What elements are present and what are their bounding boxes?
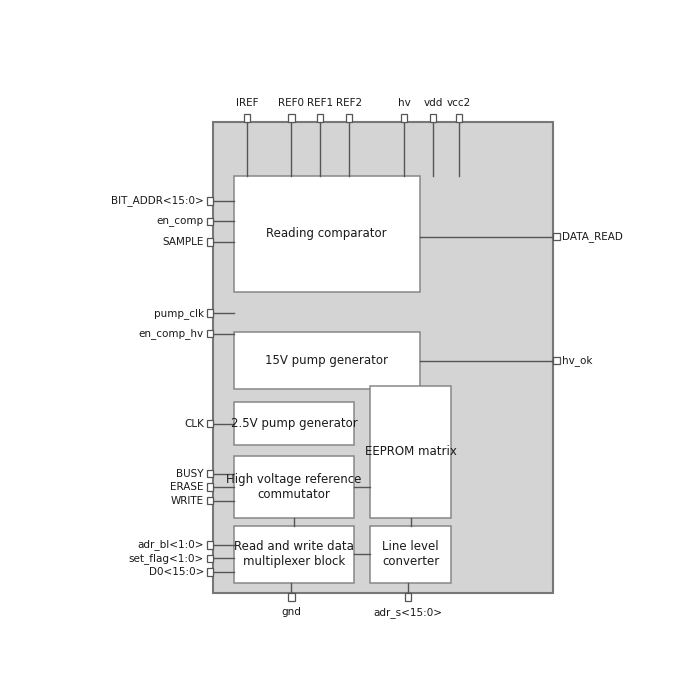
Text: SAMPLE: SAMPLE bbox=[162, 237, 204, 247]
Bar bbox=[207, 420, 213, 427]
Text: set_flag<1:0>: set_flag<1:0> bbox=[128, 553, 204, 564]
Bar bbox=[554, 233, 560, 240]
Text: vcc2: vcc2 bbox=[447, 98, 471, 108]
Bar bbox=[234, 402, 354, 445]
Bar bbox=[346, 114, 352, 122]
Bar bbox=[207, 309, 213, 317]
Text: vdd: vdd bbox=[423, 98, 443, 108]
Text: adr_bl<1:0>: adr_bl<1:0> bbox=[137, 540, 204, 550]
Text: CLK: CLK bbox=[184, 419, 204, 428]
Bar bbox=[234, 456, 354, 518]
Bar bbox=[234, 176, 420, 291]
Text: ERASE: ERASE bbox=[170, 482, 204, 492]
Text: adr_s<15:0>: adr_s<15:0> bbox=[373, 608, 442, 618]
Bar bbox=[207, 568, 213, 575]
Text: Line level
converter: Line level converter bbox=[382, 540, 439, 568]
Bar bbox=[207, 218, 213, 225]
Bar bbox=[244, 114, 250, 122]
Text: High voltage reference
commutator: High voltage reference commutator bbox=[226, 473, 362, 501]
Text: en_comp: en_comp bbox=[157, 216, 204, 226]
Text: gnd: gnd bbox=[281, 608, 301, 617]
Text: Read and write data
multiplexer block: Read and write data multiplexer block bbox=[234, 540, 354, 568]
Bar bbox=[370, 526, 452, 582]
Bar bbox=[207, 497, 213, 505]
Text: 15V pump generator: 15V pump generator bbox=[265, 354, 388, 367]
Text: hv: hv bbox=[397, 98, 410, 108]
Text: REF0: REF0 bbox=[279, 98, 304, 108]
Bar bbox=[370, 386, 452, 518]
Text: REF1: REF1 bbox=[307, 98, 333, 108]
Text: 2.5V pump generator: 2.5V pump generator bbox=[231, 417, 358, 430]
Bar bbox=[288, 114, 295, 122]
Text: DATA_READ: DATA_READ bbox=[562, 231, 623, 242]
Bar bbox=[207, 238, 213, 246]
Bar bbox=[207, 484, 213, 491]
Bar bbox=[234, 526, 354, 582]
Text: pump_clk: pump_clk bbox=[154, 307, 204, 318]
Text: Reading comparator: Reading comparator bbox=[266, 227, 387, 240]
Bar bbox=[401, 114, 407, 122]
Text: D0<15:0>: D0<15:0> bbox=[149, 567, 204, 577]
Bar bbox=[456, 114, 462, 122]
Bar bbox=[207, 541, 213, 549]
Bar bbox=[234, 332, 420, 389]
Bar bbox=[207, 470, 213, 477]
Text: BUSY: BUSY bbox=[176, 469, 204, 479]
Bar bbox=[207, 197, 213, 204]
Bar bbox=[430, 114, 436, 122]
Text: WRITE: WRITE bbox=[171, 496, 204, 505]
Bar bbox=[405, 594, 411, 601]
Bar bbox=[288, 594, 295, 601]
Text: en_comp_hv: en_comp_hv bbox=[139, 328, 204, 339]
Bar bbox=[207, 554, 213, 562]
Text: BIT_ADDR<15:0>: BIT_ADDR<15:0> bbox=[111, 195, 204, 206]
Bar bbox=[213, 122, 554, 594]
Text: REF2: REF2 bbox=[336, 98, 362, 108]
Bar bbox=[554, 357, 560, 364]
Text: hv_ok: hv_ok bbox=[562, 355, 593, 366]
Bar bbox=[207, 330, 213, 337]
Text: EEPROM matrix: EEPROM matrix bbox=[364, 445, 456, 458]
Text: IREF: IREF bbox=[236, 98, 258, 108]
Bar bbox=[317, 114, 323, 122]
